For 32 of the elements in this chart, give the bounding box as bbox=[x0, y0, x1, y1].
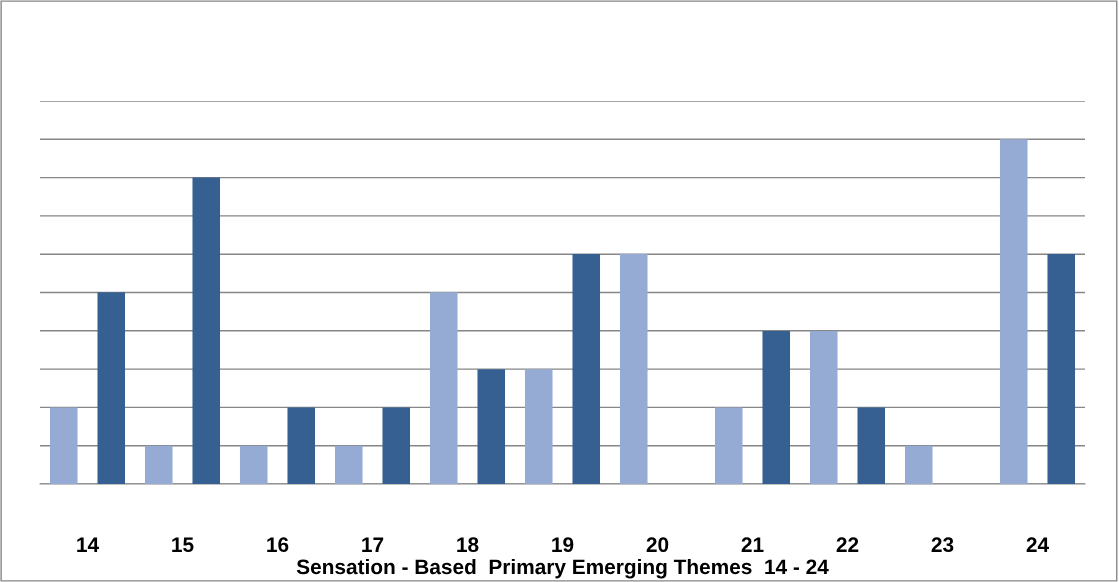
x-tick-label: 21 bbox=[741, 537, 764, 552]
x-tick-label: 20 bbox=[646, 537, 669, 553]
bar bbox=[477, 369, 506, 484]
x-tick-label: 15 bbox=[172, 537, 194, 553]
bar bbox=[49, 407, 78, 484]
bar bbox=[999, 139, 1028, 484]
x-tick-label: 22 bbox=[836, 537, 859, 552]
bar bbox=[287, 407, 316, 484]
x-tick-label: 23 bbox=[931, 537, 954, 553]
bar bbox=[619, 254, 648, 484]
bar bbox=[904, 445, 933, 484]
x-tick-label: 19 bbox=[552, 537, 574, 553]
x-tick-label: 18 bbox=[457, 537, 479, 553]
bar bbox=[857, 407, 886, 484]
bar bbox=[192, 177, 221, 484]
bar bbox=[809, 330, 838, 484]
bar bbox=[524, 369, 553, 484]
bar bbox=[144, 445, 173, 484]
bar bbox=[429, 292, 458, 484]
bar bbox=[714, 407, 743, 484]
bar bbox=[382, 407, 411, 484]
x-tick-label: 14 bbox=[77, 537, 99, 552]
bar bbox=[239, 445, 268, 484]
bar bbox=[334, 445, 363, 484]
bar bbox=[762, 330, 791, 484]
x-axis-title: Sensation - Based Primary Emerging Themes 14 - 24 bbox=[296, 558, 829, 579]
bar bbox=[572, 254, 601, 484]
x-tick-label: 17 bbox=[362, 537, 384, 552]
bar bbox=[97, 292, 126, 484]
x-tick-label: 16 bbox=[267, 537, 289, 553]
x-tick-label: 24 bbox=[1026, 537, 1049, 552]
bar bbox=[1047, 254, 1076, 484]
